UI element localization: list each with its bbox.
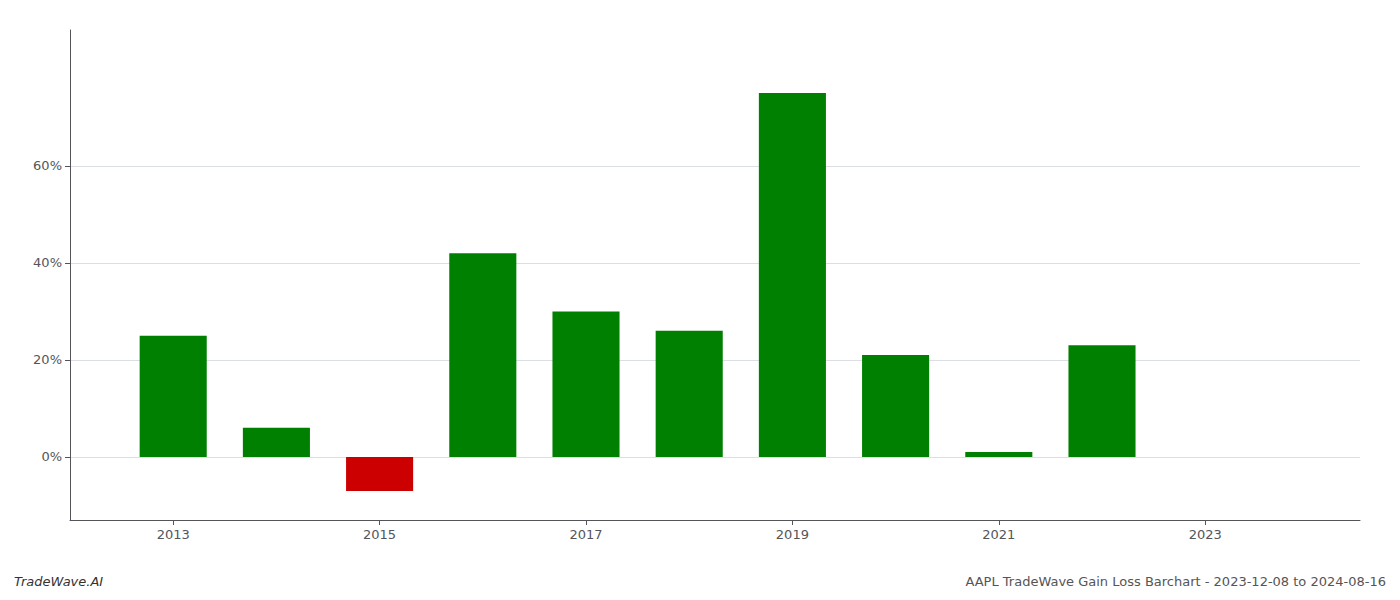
svg-text:2021: 2021 — [982, 527, 1015, 542]
svg-text:40%: 40% — [33, 255, 62, 270]
svg-text:0%: 0% — [41, 449, 62, 464]
svg-text:2015: 2015 — [363, 527, 396, 542]
svg-text:AAPL TradeWave Gain Loss Barch: AAPL TradeWave Gain Loss Barchart - 2023… — [965, 574, 1386, 589]
svg-text:TradeWave.AI: TradeWave.AI — [14, 574, 103, 589]
svg-text:60%: 60% — [33, 158, 62, 173]
svg-text:2019: 2019 — [776, 527, 809, 542]
svg-text:2017: 2017 — [569, 527, 602, 542]
svg-text:20%: 20% — [33, 352, 62, 367]
svg-text:2013: 2013 — [157, 527, 190, 542]
svg-text:2023: 2023 — [1189, 527, 1222, 542]
